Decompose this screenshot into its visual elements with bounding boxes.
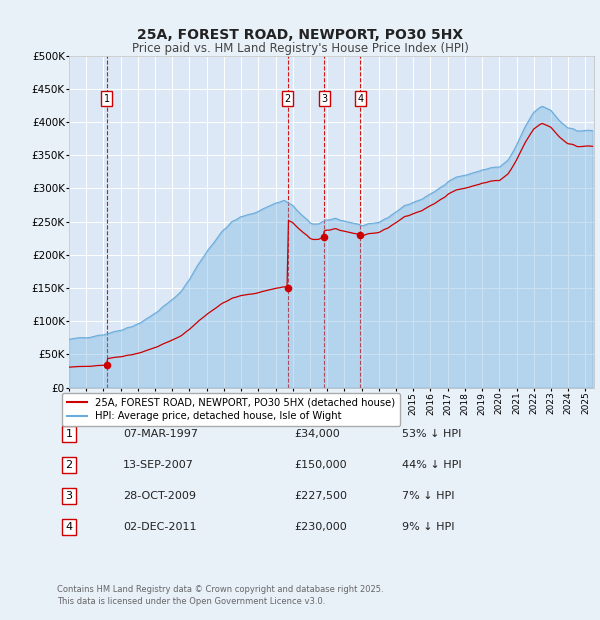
Point xyxy=(102,360,112,370)
Text: £150,000: £150,000 xyxy=(294,460,347,470)
Text: 4: 4 xyxy=(357,94,364,104)
Point xyxy=(283,283,293,293)
Text: 13-SEP-2007: 13-SEP-2007 xyxy=(123,460,194,470)
Text: 9% ↓ HPI: 9% ↓ HPI xyxy=(402,522,455,532)
Text: 2: 2 xyxy=(65,460,73,470)
Point xyxy=(355,230,365,240)
Text: 02-DEC-2011: 02-DEC-2011 xyxy=(123,522,197,532)
Text: 28-OCT-2009: 28-OCT-2009 xyxy=(123,491,196,501)
Text: 1: 1 xyxy=(65,429,73,439)
Text: 25A, FOREST ROAD, NEWPORT, PO30 5HX: 25A, FOREST ROAD, NEWPORT, PO30 5HX xyxy=(137,28,463,42)
Text: 7% ↓ HPI: 7% ↓ HPI xyxy=(402,491,455,501)
Text: £230,000: £230,000 xyxy=(294,522,347,532)
Text: 07-MAR-1997: 07-MAR-1997 xyxy=(123,429,198,439)
Text: 2: 2 xyxy=(284,94,291,104)
Text: £34,000: £34,000 xyxy=(294,429,340,439)
Text: £227,500: £227,500 xyxy=(294,491,347,501)
Text: Price paid vs. HM Land Registry's House Price Index (HPI): Price paid vs. HM Land Registry's House … xyxy=(131,42,469,55)
Text: 3: 3 xyxy=(65,491,73,501)
Text: 3: 3 xyxy=(321,94,328,104)
Point xyxy=(319,232,329,242)
Text: Contains HM Land Registry data © Crown copyright and database right 2025.
This d: Contains HM Land Registry data © Crown c… xyxy=(57,585,383,606)
Text: 44% ↓ HPI: 44% ↓ HPI xyxy=(402,460,461,470)
Text: 4: 4 xyxy=(65,522,73,532)
Text: 53% ↓ HPI: 53% ↓ HPI xyxy=(402,429,461,439)
Legend: 25A, FOREST ROAD, NEWPORT, PO30 5HX (detached house), HPI: Average price, detach: 25A, FOREST ROAD, NEWPORT, PO30 5HX (det… xyxy=(62,392,400,426)
Text: 1: 1 xyxy=(103,94,110,104)
